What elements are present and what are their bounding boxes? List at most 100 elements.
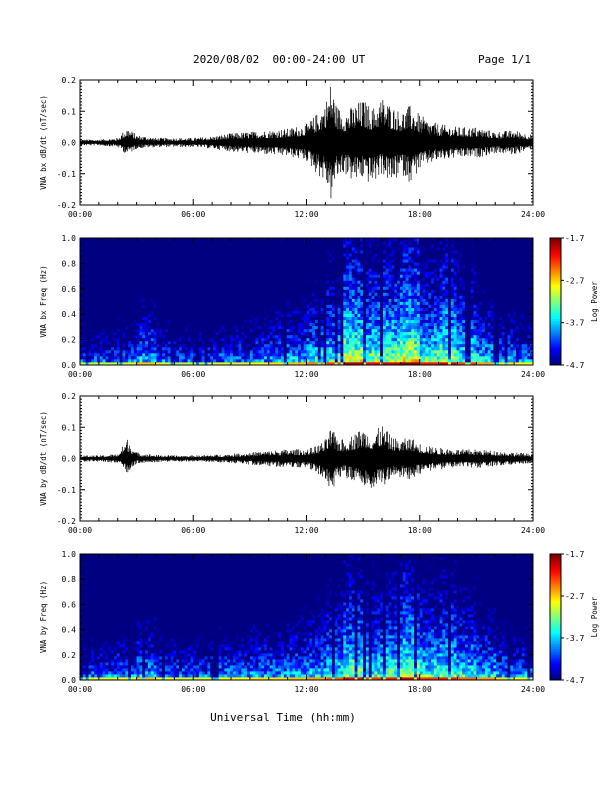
spectrogram-cell [156,355,160,360]
spectrogram-cell [238,304,242,308]
spectrogram-cell [145,361,149,366]
spectrogram-cell [147,244,152,248]
spectrogram-cell [300,286,305,290]
spectrogram-cell [210,340,214,345]
spectrogram-cell [204,247,208,251]
spectrogram-cell [198,355,203,360]
spectrogram-cell [238,292,242,296]
spectrogram-cell [326,256,330,260]
spectrogram-cell [247,313,251,318]
spectrogram-cell [380,250,384,254]
spectrogram-cell [218,268,222,272]
spectrogram-cell [388,334,392,339]
spectrogram-cell [96,271,101,275]
spectrogram-cell [329,250,333,254]
spectrogram-cell [275,340,279,345]
spectrogram-cell [365,352,370,357]
spectrogram-cell [388,313,392,318]
spectrogram-cell [190,310,194,314]
spectrogram-cell [317,328,322,333]
spectrogram-cell [201,340,205,345]
spectrogram-cell [99,268,104,272]
spectrogram-cell [334,253,339,257]
spectrogram-cell [340,283,344,287]
spectrogram-cell [108,283,112,287]
spectrogram-cell [139,316,143,321]
spectrogram-cell [153,334,157,339]
spectrogram-cell [145,313,149,318]
spectrogram-cell [142,271,146,275]
spectrogram-cell [145,331,149,336]
spectrogram-cell [241,301,245,305]
spectrogram-cell [405,328,409,333]
spectrogram-cell [150,325,155,330]
spectrogram-cell [360,274,364,278]
spectrogram-cell [382,325,387,330]
spectrogram-cell [176,295,180,299]
spectrogram-cell [326,343,330,348]
spectrogram-cell [130,283,135,287]
spectrogram-cell [145,277,149,281]
spectrogram-cell [179,313,183,318]
spectrogram-cell [159,319,163,324]
spectrogram-cell [181,295,186,299]
spectrogram-cell [170,283,174,287]
spectrogram-cell [230,271,234,275]
spectrogram-cell [122,271,126,275]
y-tick-label: -0.1 [57,170,76,179]
spectrogram-cell [136,331,140,336]
spectrogram-cell [230,280,234,284]
spectrogram-cell [365,268,370,272]
spectrogram-cell [88,316,92,321]
spectrogram-cell [394,355,398,360]
spectrogram-cell [105,262,109,266]
spectrogram-cell [382,355,387,360]
spectrogram-cell [326,304,330,308]
spectrogram-cell [164,349,169,354]
spectrogram-cell [252,250,256,254]
spectrogram-cell [190,280,194,284]
spectrogram-cell [99,247,104,251]
spectrogram-cell [261,337,265,342]
spectrogram-cell [371,250,375,254]
spectrogram-cell [162,337,166,342]
spectrogram-cell [368,355,373,360]
spectrogram-cell [334,340,339,345]
spectrogram-cell [116,268,121,272]
spectrogram-cell [82,280,87,284]
spectrogram-cell [388,340,392,345]
spectrogram-cell [314,334,319,339]
spectrogram-cell [201,280,205,284]
spectrogram-cell [261,346,265,351]
spectrogram-cell [340,346,344,351]
spectrogram-cell [201,301,205,305]
spectrogram-cell [272,250,276,254]
spectrogram-cell [193,247,197,251]
spectrogram-cell [204,307,208,311]
spectrogram-cell [125,322,129,327]
spectrogram-cell [331,280,336,284]
spectrogram-cell [334,247,339,251]
spectrogram-cell [96,349,101,354]
spectrogram-cell [184,319,188,324]
spectrogram-cell [221,334,225,339]
spectrogram-cell [162,328,166,333]
spectrogram-cell [247,289,251,293]
spectrogram-cell [136,277,140,281]
spectrogram-cell [139,301,143,305]
spectrogram-cell [139,292,143,296]
spectrogram-cell [179,361,183,366]
spectrogram-cell [85,289,89,293]
spectrogram-cell [249,286,254,290]
spectrogram-cell [286,286,290,290]
spectrogram-cell [122,292,126,296]
spectrogram-cell [320,337,324,342]
spectrogram-cell [385,241,389,245]
spectrogram-cell [317,304,322,308]
spectrogram-cell [224,361,228,366]
spectrogram-cell [295,298,299,302]
spectrogram-cell [329,295,333,299]
spectrogram-cell [184,250,188,254]
spectrogram-cell [334,241,339,245]
spectrogram-cell [314,316,319,321]
